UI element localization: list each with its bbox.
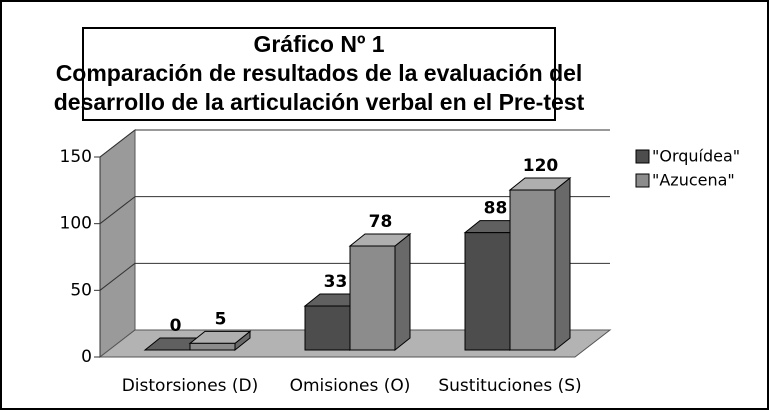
bar	[464, 232, 511, 351]
y-tick-label: 50	[70, 280, 92, 300]
bar	[189, 342, 236, 351]
x-tick-label: Omisiones (O)	[290, 376, 411, 396]
grid-line	[99, 129, 136, 158]
bar	[304, 305, 351, 351]
bar-side	[394, 232, 411, 352]
bar-side	[554, 176, 571, 352]
grid-line	[99, 196, 136, 225]
value-label: 0	[170, 316, 182, 336]
chart-title: Gráfico Nº 1	[253, 31, 384, 57]
title-box	[82, 27, 556, 121]
value-label: 120	[523, 156, 559, 176]
y-tick-label: 150	[60, 147, 92, 167]
chart-title: Comparación de resultados de la evaluaci…	[56, 60, 583, 86]
legend-swatch	[635, 149, 650, 164]
value-label: 78	[369, 212, 393, 232]
legend-label: "Azucena"	[652, 171, 735, 190]
value-label: 88	[484, 199, 508, 219]
legend-swatch	[635, 173, 650, 188]
bar	[349, 245, 396, 351]
x-tick-label: Distorsiones (D)	[122, 376, 259, 396]
legend-label: "Orquídea"	[652, 147, 740, 166]
chart-title: desarrollo de la articulación verbal en …	[54, 89, 585, 115]
value-label: 33	[324, 272, 348, 292]
x-tick-label: Sustituciones (S)	[438, 376, 581, 396]
grid-line	[99, 262, 136, 291]
side-wall	[99, 128, 136, 359]
y-tick-label: 0	[81, 347, 92, 367]
y-tick-label: 100	[60, 214, 92, 234]
value-label: 5	[215, 309, 227, 329]
bar	[509, 189, 556, 351]
